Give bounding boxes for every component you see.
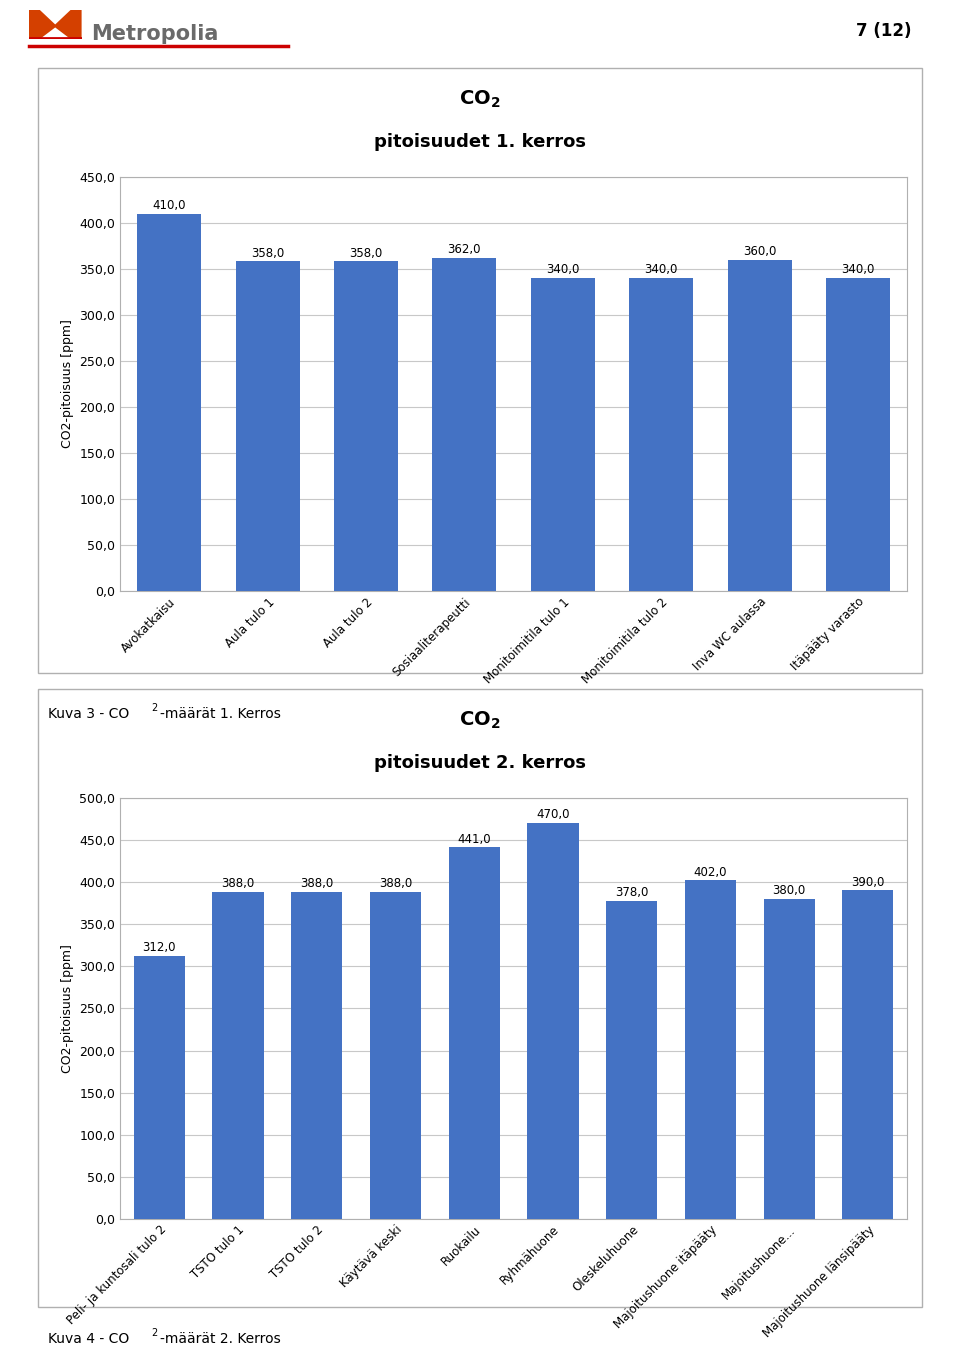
Bar — [137, 213, 202, 591]
Text: 378,0: 378,0 — [615, 886, 648, 898]
Text: $\mathbf{CO_2}$: $\mathbf{CO_2}$ — [459, 709, 501, 731]
Bar — [133, 957, 185, 1219]
Bar — [448, 848, 500, 1219]
Text: 340,0: 340,0 — [546, 264, 580, 276]
Text: 360,0: 360,0 — [743, 245, 777, 258]
Text: 441,0: 441,0 — [457, 833, 492, 845]
Bar — [684, 881, 736, 1219]
Text: Kuva 4 - CO: Kuva 4 - CO — [48, 1332, 130, 1345]
Text: 402,0: 402,0 — [694, 866, 727, 879]
Y-axis label: CO2-pitoisuus [ppm]: CO2-pitoisuus [ppm] — [60, 945, 74, 1072]
Polygon shape — [29, 10, 82, 39]
Text: 340,0: 340,0 — [644, 264, 678, 276]
Text: pitoisuudet 1. kerros: pitoisuudet 1. kerros — [374, 133, 586, 151]
Bar — [606, 901, 658, 1219]
Bar — [728, 260, 792, 591]
Text: -määrät 2. Kerros: -määrät 2. Kerros — [160, 1332, 281, 1345]
Bar — [531, 279, 595, 591]
Text: 388,0: 388,0 — [222, 878, 254, 890]
Bar — [826, 279, 890, 591]
Bar — [291, 892, 343, 1219]
Text: 358,0: 358,0 — [251, 246, 284, 260]
Text: 340,0: 340,0 — [841, 264, 875, 276]
Text: 388,0: 388,0 — [379, 878, 412, 890]
Text: 388,0: 388,0 — [300, 878, 333, 890]
Text: pitoisuudet 2. kerros: pitoisuudet 2. kerros — [374, 754, 586, 772]
Bar — [763, 898, 815, 1219]
Bar — [842, 890, 894, 1219]
Text: 362,0: 362,0 — [447, 243, 481, 255]
Text: 470,0: 470,0 — [537, 809, 569, 821]
Text: 390,0: 390,0 — [852, 875, 884, 889]
Text: 380,0: 380,0 — [773, 885, 805, 897]
Bar — [370, 892, 421, 1219]
Text: 2: 2 — [152, 703, 158, 712]
Bar — [527, 824, 579, 1219]
Text: Metropolia: Metropolia — [91, 24, 219, 45]
Text: 358,0: 358,0 — [349, 246, 383, 260]
Text: 312,0: 312,0 — [143, 942, 176, 954]
Bar — [212, 892, 264, 1219]
Bar — [432, 258, 496, 591]
Text: Kuva 3 - CO: Kuva 3 - CO — [48, 707, 130, 720]
Text: 410,0: 410,0 — [153, 198, 186, 212]
Text: $\mathbf{CO_2}$: $\mathbf{CO_2}$ — [459, 88, 501, 110]
Bar — [334, 261, 398, 591]
Text: 2: 2 — [152, 1328, 158, 1337]
Bar — [235, 261, 300, 591]
Text: 7 (12): 7 (12) — [856, 22, 912, 39]
Y-axis label: CO2-pitoisuus [ppm]: CO2-pitoisuus [ppm] — [60, 319, 74, 448]
Text: -määrät 1. Kerros: -määrät 1. Kerros — [160, 707, 281, 720]
Bar — [629, 279, 693, 591]
